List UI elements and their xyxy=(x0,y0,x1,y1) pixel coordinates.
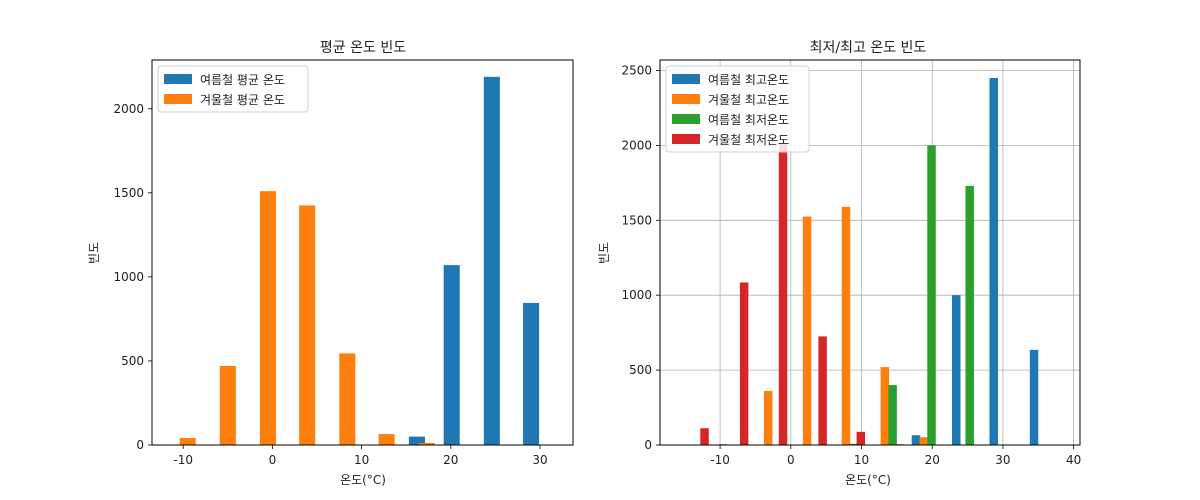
bar xyxy=(818,336,827,445)
bar xyxy=(739,282,749,445)
bar xyxy=(523,302,540,445)
legend-swatch xyxy=(164,74,192,84)
legend-label: 겨울철 최저온도 xyxy=(708,133,789,147)
bar xyxy=(856,431,866,445)
legend-label: 여름철 평균 온도 xyxy=(200,73,285,87)
bar xyxy=(778,143,788,445)
y-tick-label: 1000 xyxy=(113,270,144,284)
bar xyxy=(1029,349,1039,445)
y-tick-label: 500 xyxy=(121,354,144,368)
x-tick-label: -10 xyxy=(710,453,730,467)
legend-frame xyxy=(665,65,810,153)
bar xyxy=(483,76,500,445)
x-tick-label: 10 xyxy=(854,453,869,467)
y-tick-label: 0 xyxy=(644,438,652,452)
bar xyxy=(763,391,773,445)
bar xyxy=(919,437,928,445)
bar xyxy=(965,185,974,445)
bars xyxy=(700,77,1039,445)
legend-label: 겨울철 평균 온도 xyxy=(200,93,285,107)
y-tick-label: 2000 xyxy=(621,138,652,152)
legend-label: 겨울철 최고온도 xyxy=(708,93,789,107)
x-tick-label: 30 xyxy=(995,453,1010,467)
bars xyxy=(179,76,540,445)
legend-label: 여름철 최고온도 xyxy=(708,73,789,87)
axis-ticks: -10 0 10 20 30 0 500 1000 1500 2000 xyxy=(113,102,547,467)
x-tick-label: 0 xyxy=(787,453,795,467)
chart-min-max-temperature: 최저/최고 온도 빈도 빈도 온도(°C) -10 0 10 20 30 40 0 500 10… xyxy=(597,40,1081,487)
bar xyxy=(952,295,961,445)
legend-swatch xyxy=(164,94,192,104)
bar xyxy=(339,353,356,445)
bar xyxy=(888,385,897,445)
bar xyxy=(880,367,890,445)
bar xyxy=(179,437,196,445)
y-tick-label: 1000 xyxy=(621,288,652,302)
bar xyxy=(299,205,316,445)
y-tick-label: 2500 xyxy=(621,63,652,77)
plot-area-frame xyxy=(659,59,1081,446)
chart-title: 최저/최고 온도 빈도 xyxy=(810,40,927,56)
legend-swatch xyxy=(672,94,700,104)
y-axis-label: 빈도 xyxy=(597,242,611,264)
x-axis-label: 온도(°C) xyxy=(845,473,891,487)
bar xyxy=(408,436,425,445)
bar xyxy=(802,216,812,445)
bar xyxy=(927,145,936,445)
y-tick-label: 1500 xyxy=(113,186,144,200)
bar xyxy=(418,442,435,445)
legend-swatch xyxy=(672,134,700,144)
plot-area-frame xyxy=(151,59,574,446)
bar xyxy=(989,77,998,445)
legend-label: 여름철 최저온도 xyxy=(708,113,789,127)
x-tick-label: -10 xyxy=(173,453,193,467)
x-tick-label: 20 xyxy=(925,453,940,467)
axis-ticks: -10 0 10 20 30 40 0 500 1000 1500 2000 2500 xyxy=(621,63,1081,467)
y-tick-label: 0 xyxy=(136,438,144,452)
bar xyxy=(841,206,851,445)
bar xyxy=(700,428,709,445)
x-tick-label: 10 xyxy=(354,453,369,467)
x-tick-label: 40 xyxy=(1066,453,1081,467)
legend-frame xyxy=(157,65,309,113)
bar xyxy=(219,365,236,445)
y-axis-label: 빈도 xyxy=(87,242,101,264)
bar xyxy=(848,443,858,445)
bar xyxy=(259,191,276,445)
legend-swatch xyxy=(672,114,700,124)
bar xyxy=(378,434,395,445)
bar xyxy=(911,435,921,445)
chart-title: 평균 온도 빈도 xyxy=(320,40,406,56)
y-tick-label: 1500 xyxy=(621,213,652,227)
y-tick-label: 2000 xyxy=(113,102,144,116)
chart-average-temperature: 평균 온도 빈도 빈도 온도(°C) -10 0 10 20 30 0 500 1000 150… xyxy=(87,40,574,487)
x-tick-label: 0 xyxy=(269,453,277,467)
bar xyxy=(443,265,460,445)
legend-swatch xyxy=(672,74,700,84)
x-tick-label: 30 xyxy=(532,453,547,467)
x-tick-label: 20 xyxy=(443,453,458,467)
y-tick-label: 500 xyxy=(629,363,652,377)
x-axis-label: 온도(°C) xyxy=(340,473,386,487)
